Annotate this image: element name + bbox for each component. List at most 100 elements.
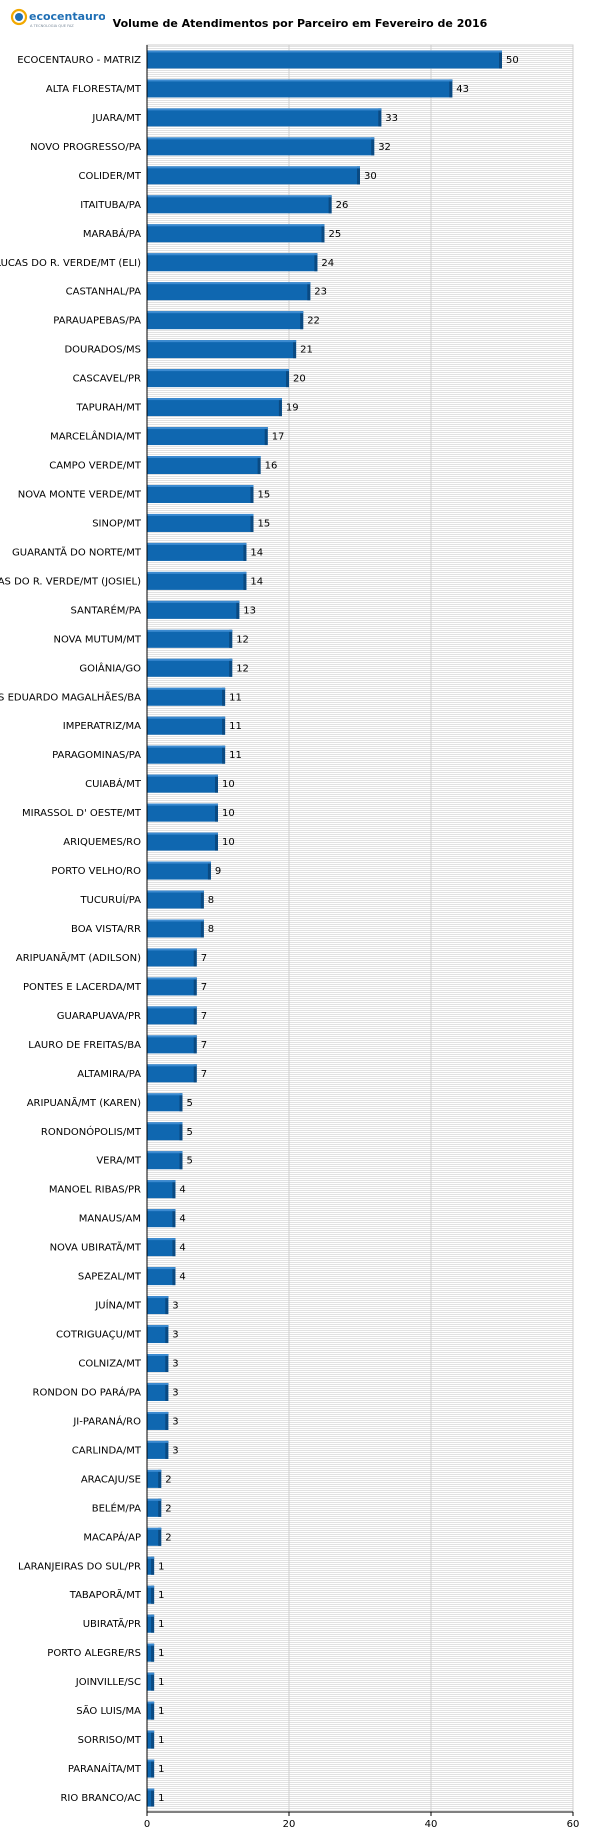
bar	[147, 1093, 183, 1112]
value-label: 7	[201, 1040, 207, 1051]
value-label: 43	[456, 84, 469, 95]
category-label: NOVA MONTE VERDE/MT	[18, 489, 142, 500]
category-label: ARIPUANÃ/MT (KAREN)	[27, 1096, 141, 1109]
category-label: LUIS EDUARDO MAGALHÃES/BA	[0, 690, 141, 703]
bar	[147, 340, 297, 359]
bar	[147, 1035, 197, 1054]
value-label: 11	[229, 692, 242, 703]
category-label: COLNIZA/MT	[78, 1359, 142, 1370]
bar	[147, 195, 332, 214]
value-label: 20	[293, 374, 306, 385]
bar	[147, 1730, 155, 1749]
x-tick-label: 60	[567, 1819, 580, 1830]
category-label: ARACAJU/SE	[81, 1474, 141, 1485]
bar	[147, 1209, 176, 1228]
bar	[147, 1701, 155, 1720]
bar	[147, 1382, 169, 1401]
category-label: RONDON DO PARÁ/PA	[33, 1385, 142, 1398]
category-label: CARLINDA/MT	[72, 1445, 142, 1456]
value-label: 4	[179, 1214, 185, 1225]
category-label: MANOEL RIBAS/PR	[49, 1185, 141, 1196]
value-label: 3	[172, 1387, 178, 1398]
value-label: 12	[236, 663, 249, 674]
value-label: 10	[222, 808, 235, 819]
bar	[147, 745, 226, 764]
category-label: BELÉM/PA	[92, 1501, 141, 1514]
category-label: TABAPORÃ/MT	[69, 1588, 142, 1601]
bar	[147, 1556, 155, 1575]
bar	[147, 79, 453, 98]
value-label: 3	[172, 1445, 178, 1456]
x-tick-label: 0	[144, 1819, 150, 1830]
bar	[147, 1006, 197, 1025]
bar	[147, 1325, 169, 1344]
value-label: 9	[215, 866, 221, 877]
category-label: JOINVILLE/SC	[75, 1677, 141, 1688]
bar	[147, 1151, 183, 1170]
bar	[147, 890, 204, 909]
value-label: 8	[208, 895, 214, 906]
value-label: 7	[201, 1069, 207, 1080]
bar	[147, 427, 268, 446]
logo-wordmark: ecocentauro	[29, 10, 105, 23]
category-label: ARIQUEMES/RO	[63, 837, 141, 848]
category-label: LARANJEIRAS DO SUL/PR	[18, 1561, 141, 1572]
category-label: TUCURUÍ/PA	[79, 893, 141, 906]
bar	[147, 166, 360, 185]
bars-group	[147, 50, 502, 1807]
bar	[147, 1267, 176, 1286]
bar	[147, 1440, 169, 1459]
value-label: 10	[222, 779, 235, 790]
logo-icon: ecocentauro A TECNOLOGIA QUE FAZ	[10, 8, 106, 28]
value-label: 32	[378, 142, 391, 153]
category-label: UBIRATÃ/PR	[83, 1617, 141, 1630]
value-label: 11	[229, 750, 242, 761]
bar	[147, 108, 382, 127]
category-label: DOURADOS/MS	[64, 345, 141, 356]
category-label: RONDONÓPOLIS/MT	[41, 1125, 142, 1138]
category-label: GUARANTÃ DO NORTE/MT	[12, 545, 142, 558]
category-label: JUÍNA/MT	[94, 1299, 142, 1312]
value-label: 3	[172, 1359, 178, 1370]
category-label: MIRASSOL D' OESTE/MT	[22, 808, 142, 819]
value-label: 26	[336, 200, 349, 211]
value-label: 1	[158, 1648, 164, 1659]
value-label: 7	[201, 1011, 207, 1022]
bar	[147, 1354, 169, 1373]
bar	[147, 513, 254, 532]
bar	[147, 1498, 162, 1517]
bar	[147, 137, 375, 156]
value-label: 1	[158, 1706, 164, 1717]
value-label: 4	[179, 1185, 185, 1196]
x-axis-ticks: 0 20 40 60	[144, 1812, 580, 1830]
category-label: SAPEZAL/MT	[78, 1272, 142, 1283]
category-label: CASCAVEL/PR	[73, 374, 141, 385]
bar	[147, 1180, 176, 1199]
category-label: GUARAPUAVA/PR	[57, 1011, 141, 1022]
value-label: 24	[321, 258, 334, 269]
value-label: 13	[243, 605, 256, 616]
category-label: SINOP/MT	[92, 518, 142, 529]
bar	[147, 456, 261, 475]
chart-title: Volume de Atendimentos por Parceiro em F…	[112, 17, 488, 30]
category-label: ITAITUBA/PA	[80, 200, 141, 211]
bar	[147, 1064, 197, 1083]
value-label: 11	[229, 721, 242, 732]
x-tick-label: 40	[425, 1819, 438, 1830]
bar	[147, 774, 218, 793]
bar	[147, 1527, 162, 1546]
category-label: LUCAS DO R. VERDE/MT (JOSIEL)	[0, 576, 141, 587]
category-label: NOVA MUTUM/MT	[53, 634, 141, 645]
bar	[147, 1672, 155, 1691]
category-label: ECOCENTAURO - MATRIZ	[17, 55, 141, 66]
value-label: 15	[258, 489, 271, 500]
bar	[147, 224, 325, 243]
value-label: 1	[158, 1764, 164, 1775]
value-label: 5	[187, 1127, 193, 1138]
category-label: PARAGOMINAS/PA	[52, 750, 141, 761]
value-label: 2	[165, 1503, 171, 1514]
value-label: 1	[158, 1677, 164, 1688]
bar	[147, 658, 233, 677]
bar	[147, 803, 218, 822]
